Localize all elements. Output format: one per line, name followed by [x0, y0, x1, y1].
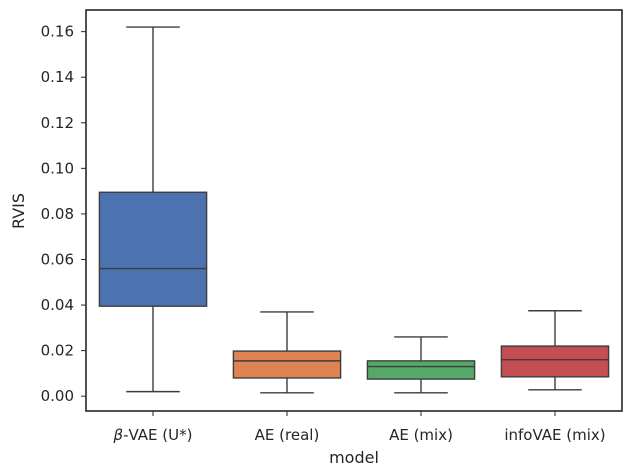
x-tick-label-text-1: AE (real) [255, 426, 320, 444]
box-group-2 [366, 336, 476, 394]
y-tick-label-7: 0.14 [41, 68, 74, 86]
x-tick-label-0: β-VAE (U*) [113, 426, 193, 444]
x-tick-label-prefix-0: β [113, 426, 124, 444]
box-2 [366, 360, 476, 380]
x-axis-ticks: β-VAE (U*) AE (real) AE (mix) infoVAE (mix) [113, 411, 606, 444]
y-tick-label-6: 0.12 [41, 114, 74, 132]
x-tick-label-1: AE (real) [255, 426, 320, 444]
y-axis-ticks: 0.00 0.02 0.04 0.06 0.08 0.10 0.12 0.14 0.16 [41, 23, 86, 405]
box-0 [98, 191, 208, 307]
x-tick-label-text-2: AE (mix) [389, 426, 453, 444]
box-group-0 [98, 26, 208, 393]
y-tick-label-8: 0.16 [41, 23, 74, 41]
box-1 [232, 350, 342, 379]
x-tick-label-text-3: infoVAE (mix) [504, 426, 605, 444]
x-tick-label-2: AE (mix) [389, 426, 453, 444]
x-axis-label: model [329, 448, 379, 466]
y-tick-label-3: 0.06 [41, 250, 74, 268]
box-group-1 [232, 311, 342, 394]
y-tick-label-0: 0.00 [41, 387, 74, 405]
box-3 [500, 345, 610, 378]
x-tick-label-3: infoVAE (mix) [504, 426, 605, 444]
y-tick-label-4: 0.08 [41, 205, 74, 223]
boxes [98, 26, 610, 394]
y-tick-label-5: 0.10 [41, 159, 74, 177]
y-tick-label-2: 0.04 [41, 296, 74, 314]
x-tick-label-text-0: -VAE (U*) [123, 426, 192, 444]
box-group-3 [500, 310, 610, 391]
y-axis-label: RVIS [9, 193, 28, 229]
y-tick-label-1: 0.02 [41, 342, 74, 360]
plot-frame [85, 9, 623, 412]
